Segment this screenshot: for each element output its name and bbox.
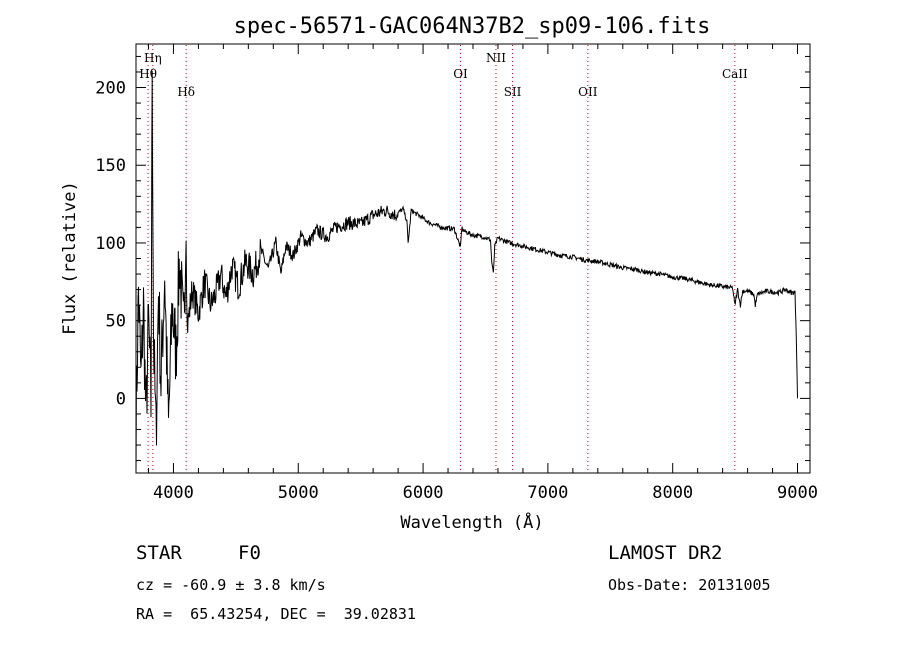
x-tick-label: 6000 — [403, 483, 444, 503]
chart-title: spec-56571-GAC064N37B2_sp09-106.fits — [234, 14, 711, 39]
line-marker-label: Hδ — [177, 85, 195, 99]
y-tick-label: 100 — [95, 234, 126, 254]
line-marker-label: CaII — [722, 67, 748, 81]
coords-line: RA = 65.43254, DEC = 39.02831 — [136, 605, 416, 623]
x-tick-label: 8000 — [652, 483, 693, 503]
plot-area: Hη Hθ Hδ OI NII SII OII CaII 4000 5000 6000 7000 800… — [95, 44, 818, 503]
y-axis-label: Flux (relative) — [60, 181, 80, 335]
line-marker-label: NII — [486, 51, 506, 65]
y-tick-label: 0 — [116, 389, 126, 409]
x-axis-label: Wavelength (Å) — [400, 511, 543, 533]
line-marker-label: Hθ — [139, 67, 157, 81]
object-class: STAR — [136, 542, 182, 564]
spectrum-line — [135, 70, 798, 473]
y-tick-label: 200 — [95, 79, 126, 99]
y-tick-label: 150 — [95, 156, 126, 176]
y-tick-label: 50 — [106, 312, 126, 332]
object-subclass: F0 — [238, 542, 261, 564]
redshift-line: cz = -60.9 ± 3.8 km/s — [136, 576, 326, 594]
obs-date: Obs-Date: 20131005 — [608, 576, 771, 594]
line-marker-label: SII — [504, 85, 522, 99]
x-tick-label: 5000 — [278, 483, 319, 503]
line-marker-label: Hη — [144, 51, 162, 65]
survey-label: LAMOST DR2 — [608, 542, 723, 564]
x-tick-label: 4000 — [153, 483, 194, 503]
line-marker-label: OI — [453, 67, 468, 81]
plot-frame — [135, 43, 811, 474]
x-tick-label: 9000 — [777, 483, 818, 503]
x-tick-label: 7000 — [527, 483, 568, 503]
line-marker-label: OII — [578, 85, 598, 99]
